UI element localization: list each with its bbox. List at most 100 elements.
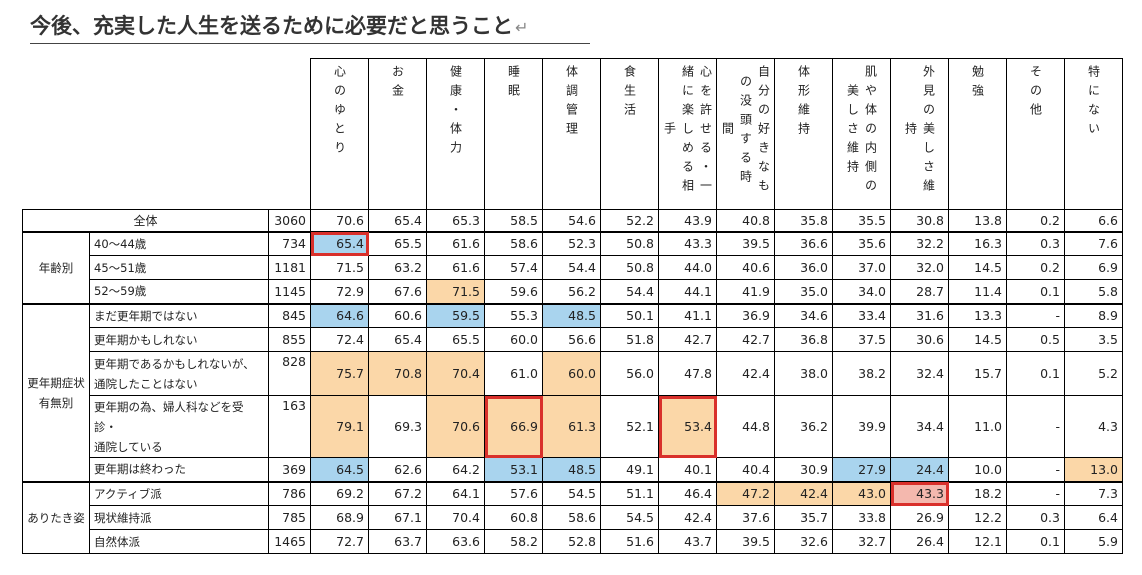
value-cell: 52.8 — [542, 529, 601, 554]
row-label: 更年期は終わった — [89, 457, 269, 482]
value-cell: 61.0 — [484, 351, 543, 396]
value-cell: 52.3 — [542, 230, 601, 256]
value-cell: 65.5 — [426, 327, 485, 352]
value-cell: - — [1006, 480, 1065, 506]
column-header-line: 特にない — [1086, 65, 1101, 141]
column-header-text: 肌や体の内側の 美しさ維持 — [834, 60, 890, 198]
column-header-text: 食生活 — [602, 60, 658, 122]
value-cell: 71.5 — [426, 279, 485, 304]
column-header: その他 — [1006, 58, 1065, 210]
value-cell: - — [1006, 457, 1065, 482]
value-cell: 26.9 — [890, 505, 949, 530]
value-cell: 65.4 — [310, 230, 369, 256]
value-cell: 71.5 — [310, 255, 369, 280]
row-label: アクティブ派 — [89, 480, 269, 506]
value-cell: 70.6 — [426, 395, 485, 458]
value-cell: 42.4 — [658, 505, 717, 530]
value-cell: 4.3 — [1064, 395, 1123, 458]
sample-count: 785 — [268, 505, 311, 530]
value-cell: 65.4 — [368, 209, 427, 232]
value-cell: 41.9 — [716, 279, 775, 304]
value-cell: 70.6 — [310, 209, 369, 232]
value-cell: 36.6 — [774, 230, 833, 256]
table-row: 更年期かもしれない 855 72.4 65.4 65.5 60.0 56.6 51.8 42.7… — [23, 327, 1123, 352]
value-cell: 11.0 — [948, 395, 1007, 458]
value-cell: 32.0 — [890, 255, 949, 280]
column-header-line: の没頭する時 — [738, 74, 753, 189]
value-cell: 50.1 — [600, 302, 659, 328]
value-cell: 70.8 — [368, 351, 427, 396]
column-header-line: 睡眠 — [506, 65, 521, 103]
value-cell: 6.9 — [1064, 255, 1123, 280]
value-cell: 59.6 — [484, 279, 543, 304]
column-header: 体形維持 — [774, 58, 833, 210]
column-header: 体調管理 — [542, 58, 601, 210]
value-cell: 43.7 — [658, 529, 717, 554]
value-cell: 6.6 — [1064, 209, 1123, 232]
column-header-line: 勉強 — [970, 65, 985, 103]
value-cell: 40.4 — [716, 457, 775, 482]
table-row: 現状維持派 785 68.9 67.1 70.4 60.8 58.6 54.5 42.4 37.6… — [23, 505, 1123, 530]
value-cell: 32.7 — [832, 529, 891, 554]
table-row: 更年期の為、婦人科などを受 診・ 通院している 163 79.1 69.3 70.6 66.9… — [23, 395, 1123, 458]
group-label-line: ありたき姿 — [27, 510, 85, 525]
value-cell: 64.5 — [310, 457, 369, 482]
value-cell: 60.0 — [542, 351, 601, 396]
value-cell: 49.1 — [600, 457, 659, 482]
value-cell: 36.2 — [774, 395, 833, 458]
value-cell: 35.0 — [774, 279, 833, 304]
row-label-total: 全体 — [22, 209, 269, 232]
value-cell: 79.1 — [310, 395, 369, 458]
column-header-line: その他 — [1028, 65, 1043, 122]
value-cell: 35.5 — [832, 209, 891, 232]
value-cell: 57.4 — [484, 255, 543, 280]
sample-count: 734 — [268, 230, 311, 256]
value-cell: 52.2 — [600, 209, 659, 232]
sample-count: 1181 — [268, 255, 311, 280]
value-cell: 75.7 — [310, 351, 369, 396]
value-cell: 13.3 — [948, 302, 1007, 328]
value-cell: 42.4 — [774, 480, 833, 506]
value-cell: 32.4 — [890, 351, 949, 396]
row-label: 40～44歳 — [89, 230, 269, 256]
value-cell: 52.1 — [600, 395, 659, 458]
value-cell: 8.9 — [1064, 302, 1123, 328]
value-cell: 54.6 — [542, 209, 601, 232]
value-cell: 36.8 — [774, 327, 833, 352]
column-header-text: 自分の好きなも の没頭する時間 — [718, 60, 774, 198]
value-cell: 5.9 — [1064, 529, 1123, 554]
value-cell: 43.9 — [658, 209, 717, 232]
value-cell: 5.2 — [1064, 351, 1123, 396]
value-cell: 51.8 — [600, 327, 659, 352]
column-header-text: 睡眠 — [486, 60, 542, 103]
group-label-line: 年齢別 — [38, 260, 74, 275]
column-header-text: 外見の美しさ維持 — [892, 60, 948, 198]
value-cell: 0.2 — [1006, 209, 1065, 232]
row-label-line: 更年期の為、婦人科などを受 — [94, 399, 244, 414]
value-cell: 33.8 — [832, 505, 891, 530]
value-cell: 61.3 — [542, 395, 601, 458]
value-cell: 12.2 — [948, 505, 1007, 530]
value-cell: 69.2 — [310, 480, 369, 506]
value-cell: - — [1006, 302, 1065, 328]
value-cell: 42.7 — [658, 327, 717, 352]
value-cell: 54.5 — [600, 505, 659, 530]
column-header: 心のゆとり — [310, 58, 369, 210]
value-cell: 56.6 — [542, 327, 601, 352]
table-row: 年齢別 40～44歳 734 65.4 65.5 61.6 58.6 52.3 50.8 43.3… — [22, 230, 1123, 304]
value-cell: 0.3 — [1006, 505, 1065, 530]
sample-count: 845 — [268, 302, 311, 328]
sample-count: 1145 — [268, 279, 311, 304]
value-cell: 13.8 — [948, 209, 1007, 232]
value-cell: 65.5 — [368, 230, 427, 256]
sample-count: 163 — [268, 395, 311, 458]
column-header-text: 勉強 — [950, 60, 1006, 103]
column-header: 睡眠 — [484, 58, 543, 210]
value-cell: 67.2 — [368, 480, 427, 506]
value-cell: 51.1 — [600, 480, 659, 506]
value-cell: 31.6 — [890, 302, 949, 328]
value-cell: 43.0 — [832, 480, 891, 506]
value-cell: 40.6 — [716, 255, 775, 280]
sample-count: 1465 — [268, 529, 311, 554]
value-cell: 40.8 — [716, 209, 775, 232]
